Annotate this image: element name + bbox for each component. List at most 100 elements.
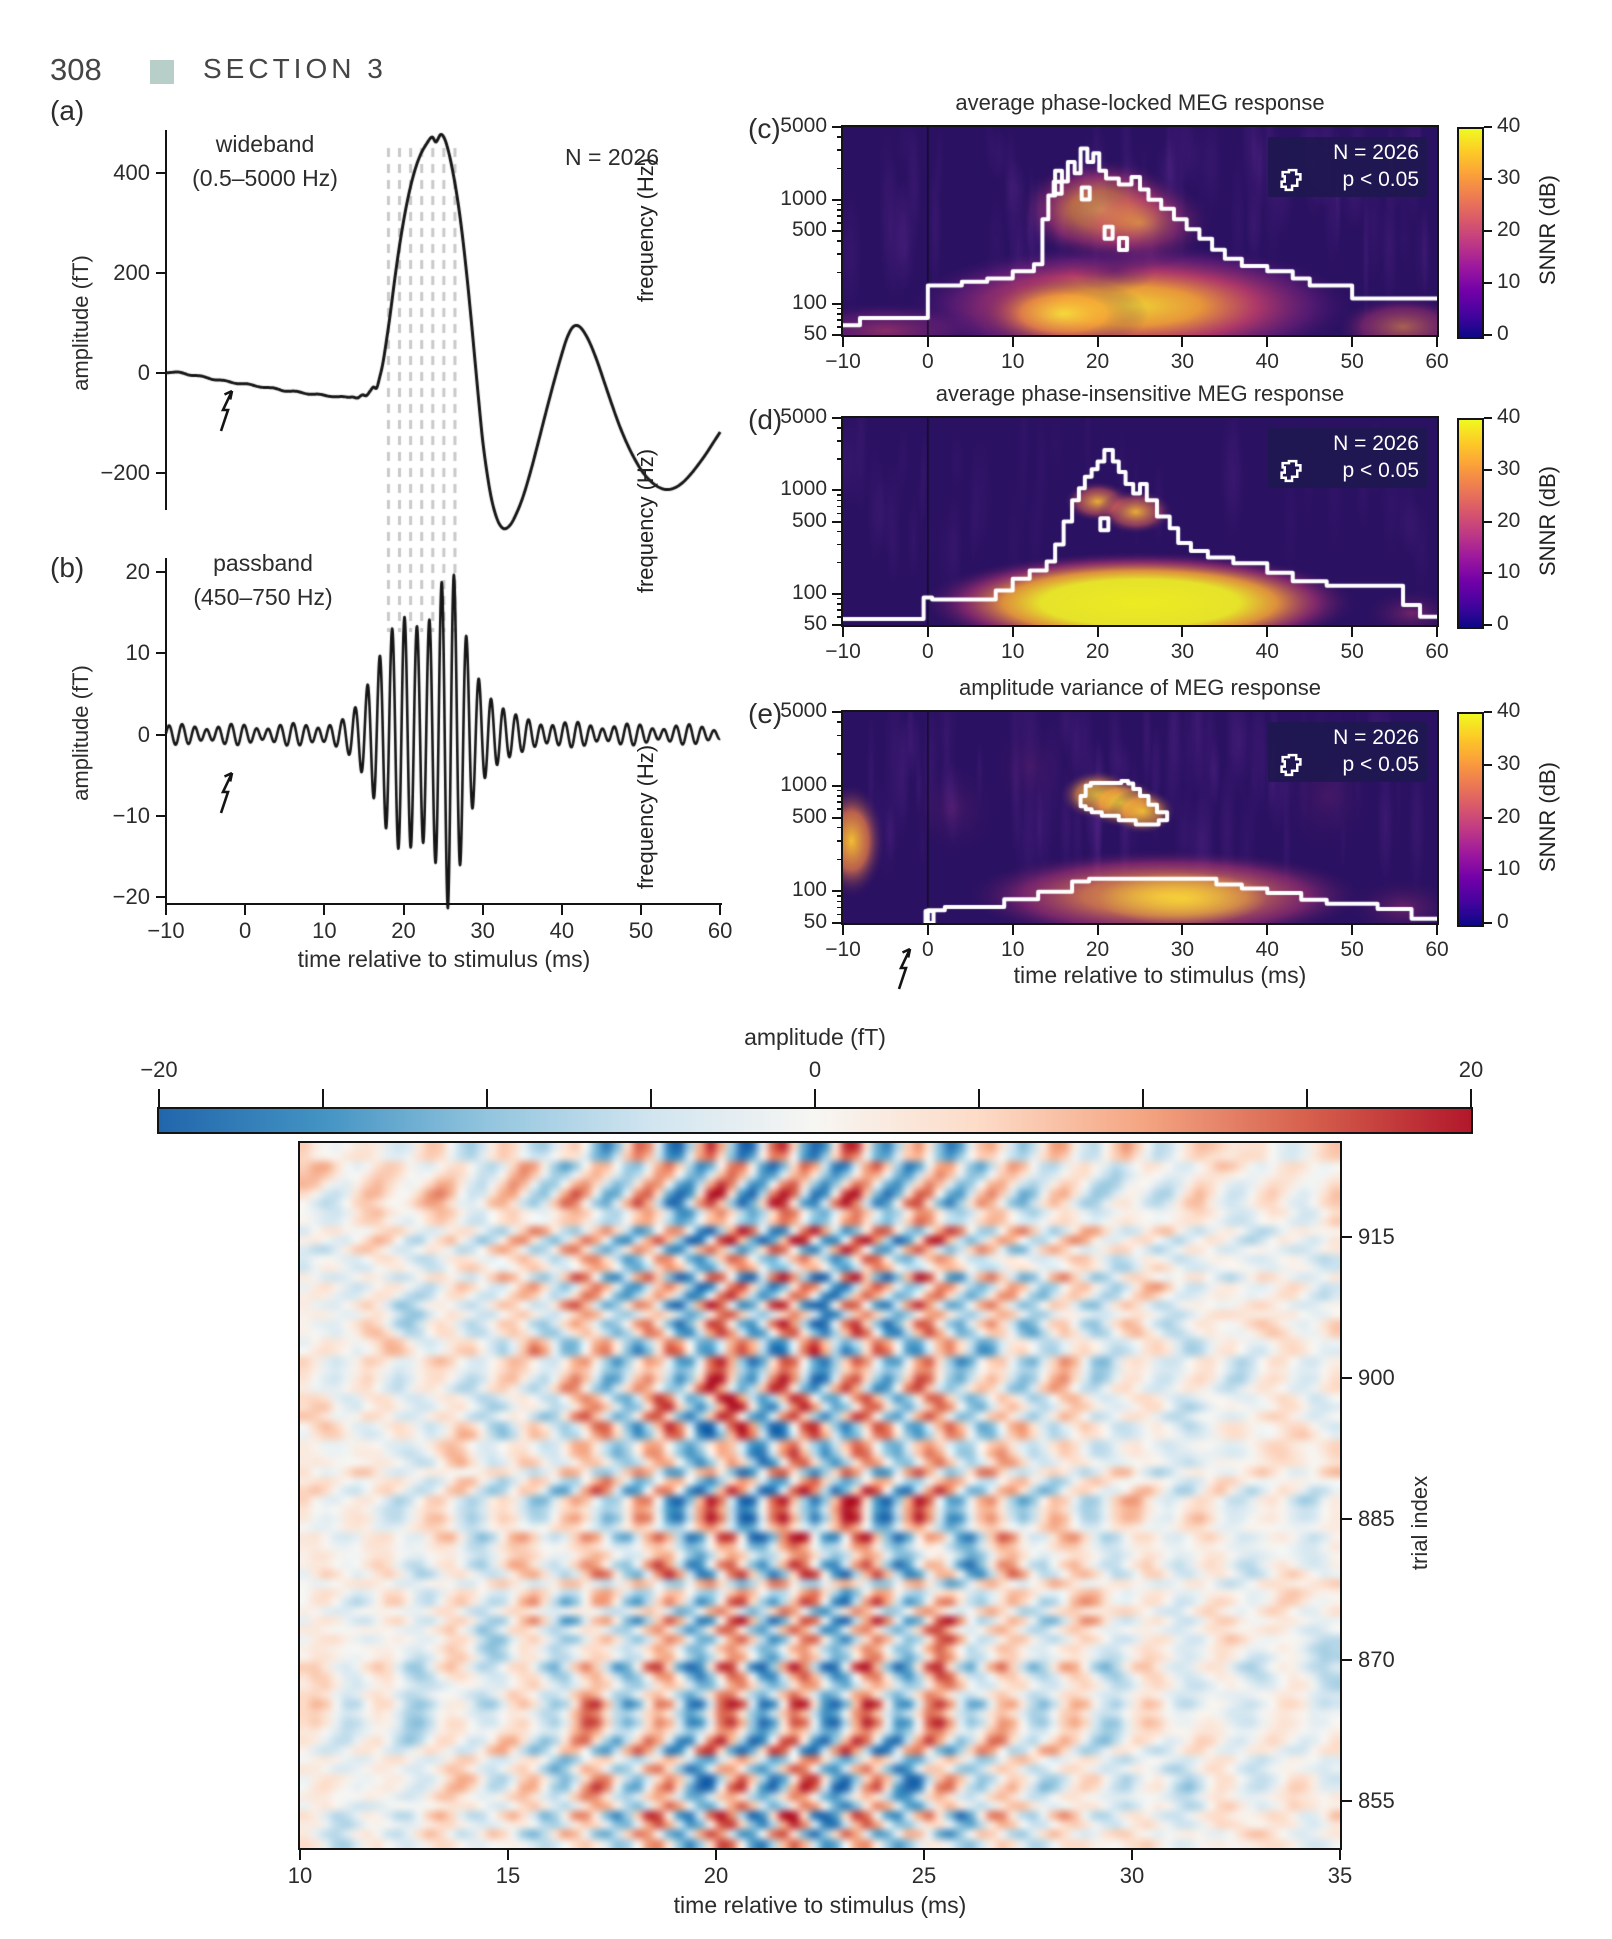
section-title: SECTION 3: [203, 53, 387, 84]
spect-xtick-label: 10: [1001, 640, 1025, 663]
spect-ytick-minor: [837, 209, 843, 211]
trial-heatmap-ytick: [1342, 1377, 1352, 1379]
spect-ytick: [832, 711, 843, 713]
snnr-colorbar-tick: [1484, 520, 1492, 523]
spect-xtick-label: −10: [825, 938, 861, 961]
spect-ytick-minor: [837, 307, 843, 310]
panel-b-xtick: [640, 905, 642, 915]
snnr-colorbar-tick: [1484, 334, 1492, 336]
spect-xtick: [926, 627, 929, 637]
spect-ytick-minor: [837, 240, 843, 242]
spect-xtick-label: 60: [1425, 938, 1449, 961]
snnr-colorbar-tick-label: 20: [1497, 804, 1521, 828]
spect-ytick: [832, 922, 843, 924]
spect-panel-title: average phase-insensitive MEG response: [935, 381, 1345, 406]
spect-xtick: [1436, 925, 1438, 935]
spect-xtick-label: 50: [1340, 938, 1364, 961]
trial-heatmap-xtick: [1131, 1850, 1133, 1860]
spect-xtick-label: 20: [1085, 350, 1110, 373]
spect-ytick: [832, 520, 843, 523]
spect-xtick-label: 0: [922, 350, 934, 373]
spect-xtick: [1181, 337, 1184, 347]
panel-b-xaxis-line: [165, 903, 722, 905]
trial-heatmap-xtick: [923, 1850, 925, 1860]
amplitude-colorbar-tick: [1470, 1089, 1472, 1107]
panel-b-xtick: [481, 905, 484, 915]
amplitude-colorbar-tick: [650, 1089, 652, 1107]
spect-xtick: [1351, 337, 1354, 347]
spect-xtick-label: 10: [1001, 350, 1025, 373]
panel-b-xtick: [244, 905, 247, 915]
spect-ytick-minor: [837, 753, 843, 755]
spect-ytick-label: 5000: [780, 699, 827, 722]
amplitude-colorbar-tick-label: 20: [1458, 1057, 1484, 1082]
snnr-colorbar-tick-label: 20: [1497, 218, 1521, 241]
spect-xtick: [842, 337, 844, 347]
snnr-colorbar-label: SNNR (dB): [1535, 761, 1560, 872]
spect-xtick: [1181, 925, 1184, 935]
spect-ytick-label: 500: [791, 804, 827, 828]
spect-ytick-minor: [837, 840, 843, 842]
panel-b-xtick-label: 50: [628, 918, 654, 943]
spect-ytick-minor: [837, 603, 843, 605]
snnr-colorbar-tick: [1484, 572, 1492, 575]
spect-ytick-label: 100: [791, 878, 827, 902]
spect-ytick-minor: [837, 427, 843, 429]
spect-xtick-label: 60: [1425, 640, 1449, 663]
spect-xtick: [842, 925, 844, 935]
legend-n-label: N = 2026: [1333, 141, 1419, 164]
snnr-colorbar-tick-label: 40: [1497, 405, 1521, 428]
spect-xtick: [1266, 627, 1269, 637]
spect-ytick-minor: [837, 505, 843, 508]
panel-a-ytick-label: 0: [137, 360, 150, 385]
trial-heatmap-ytick-label: 855: [1358, 1788, 1395, 1813]
panel-b-ytick: [156, 814, 166, 817]
spect-ytick-minor: [837, 808, 843, 810]
snnr-colorbar-tick-label: 0: [1497, 910, 1509, 933]
spect-ytick-minor: [837, 609, 843, 611]
panel-b-ytick: [156, 652, 166, 655]
panel-b-xtick: [560, 905, 563, 915]
panel-b-xlabel: time relative to stimulus (ms): [297, 946, 591, 972]
snnr-colorbar: [1457, 712, 1484, 927]
significance-contour-icon: [1278, 459, 1304, 488]
spect-ytick-label: 5000: [780, 405, 827, 428]
spect-xtick: [1266, 337, 1269, 347]
amplitude-colorbar-tick-label: 0: [808, 1057, 822, 1082]
spect-ytick-minor: [837, 900, 843, 903]
spect-panel-letter: (c): [748, 113, 781, 144]
spect-ytick-minor: [837, 530, 843, 533]
spect-xtick-label: 40: [1255, 938, 1279, 961]
spect-ytick-minor: [837, 136, 843, 138]
snnr-colorbar-tick: [1484, 126, 1492, 128]
spect-ytick-label: 50: [803, 612, 827, 635]
amplitude-colorbar-tick: [814, 1089, 816, 1107]
spect-ytick-minor: [837, 326, 843, 328]
trial-heatmap-xtick: [299, 1850, 301, 1860]
page-number: 308: [50, 52, 102, 87]
spect-ytick-minor: [837, 721, 843, 723]
spect-xtick: [926, 337, 929, 347]
spect-ytick-minor: [837, 203, 843, 206]
snnr-colorbar-tick: [1484, 624, 1492, 626]
trial-heatmap-ytick: [1342, 1518, 1352, 1520]
spect-xtick-label: −10: [825, 640, 861, 663]
spect-ytick-minor: [837, 149, 843, 151]
trial-heatmap-xtick-label: 35: [1327, 1863, 1353, 1888]
spect-ytick-minor: [837, 913, 843, 916]
snnr-colorbar-tick-label: 0: [1497, 322, 1509, 345]
snnr-colorbar-tick: [1484, 282, 1492, 284]
snnr-colorbar-tick: [1484, 417, 1492, 419]
spect-xtick-label: 20: [1085, 640, 1110, 663]
waveform-panels-canvas: [150, 90, 740, 920]
spect-xtick-label: 20: [1085, 938, 1110, 961]
panel-a-ytick-label: −200: [100, 460, 150, 485]
spect-xtick-label: 50: [1340, 350, 1364, 373]
trial-heatmap-ytick-label: 870: [1358, 1647, 1395, 1672]
spect-xtick-label: 60: [1425, 350, 1449, 373]
amplitude-colorbar-tick: [486, 1089, 488, 1107]
spect-xtick-label: 40: [1255, 350, 1279, 373]
spect-ytick-minor: [837, 795, 843, 797]
amplitude-colorbar-tick: [1306, 1089, 1308, 1107]
stimulus-bolt-icon: [894, 946, 918, 992]
